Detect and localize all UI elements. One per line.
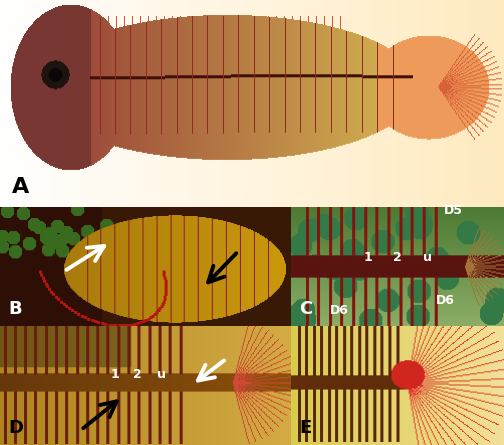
Text: 1: 1: [363, 251, 372, 264]
Text: D: D: [8, 419, 23, 437]
Text: u: u: [157, 368, 166, 381]
Text: D6: D6: [330, 303, 348, 317]
Text: A: A: [12, 177, 29, 197]
Text: D6: D6: [436, 294, 455, 307]
Text: D5: D5: [444, 204, 463, 217]
Text: B: B: [8, 299, 22, 318]
Text: u: u: [423, 251, 431, 264]
Text: C: C: [299, 299, 312, 318]
Text: 2: 2: [393, 251, 401, 264]
Text: E: E: [299, 419, 311, 437]
Text: 2: 2: [133, 368, 142, 381]
Text: 1: 1: [110, 368, 119, 381]
